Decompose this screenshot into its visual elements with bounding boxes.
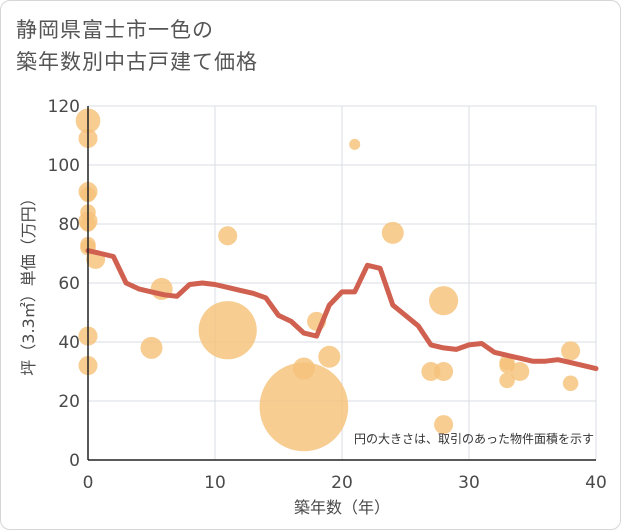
trend-line-group bbox=[85, 248, 599, 372]
y-tick-label: 120 bbox=[48, 97, 80, 117]
bubble-point bbox=[381, 221, 404, 244]
chart-title: 静岡県富士市一色の 築年数別中古戸建て価格 bbox=[16, 14, 258, 78]
bubble-point bbox=[198, 301, 257, 360]
y-tick-label: 40 bbox=[58, 333, 80, 353]
bubble-point bbox=[349, 138, 361, 150]
bubble-point bbox=[562, 375, 579, 392]
y-tick-label: 0 bbox=[69, 451, 80, 471]
bubble-point bbox=[510, 361, 530, 382]
bubble-point bbox=[140, 336, 163, 359]
tick-labels: 0 10 20 30 40 0 20 40 60 80 100 120 bbox=[48, 97, 607, 493]
title-line-2: 築年数別中古戸建て価格 bbox=[16, 50, 258, 74]
y-tick-label: 20 bbox=[58, 392, 80, 412]
bubble-point bbox=[429, 286, 459, 316]
y-axis-label: 坪（3.3㎡）単価（万円） bbox=[19, 190, 38, 375]
bubble-point bbox=[434, 415, 454, 435]
bubble-point bbox=[499, 372, 515, 389]
y-tick-label: 100 bbox=[48, 156, 80, 176]
axes bbox=[87, 106, 596, 461]
bubble-point bbox=[561, 341, 581, 361]
bubble-point bbox=[318, 345, 341, 368]
bubble-point bbox=[259, 362, 349, 452]
x-tick-label: 30 bbox=[458, 473, 480, 493]
trend-line bbox=[85, 248, 599, 372]
x-tick-label: 0 bbox=[83, 473, 94, 493]
bubble-point bbox=[292, 357, 315, 380]
bubbles bbox=[75, 108, 581, 452]
x-axis-label: 築年数（年） bbox=[294, 498, 390, 517]
title-line-1: 静岡県富士市一色の bbox=[16, 18, 214, 42]
x-tick-label: 40 bbox=[585, 473, 607, 493]
bubble-point bbox=[434, 361, 454, 382]
size-note: 円の大きさは、取引のあった物件面積を示す bbox=[354, 431, 594, 446]
x-tick-label: 10 bbox=[204, 473, 226, 493]
y-tick-label: 60 bbox=[58, 274, 80, 294]
y-tick-label: 80 bbox=[58, 215, 80, 235]
bubble-point bbox=[218, 226, 238, 246]
x-tick-label: 20 bbox=[331, 473, 353, 493]
